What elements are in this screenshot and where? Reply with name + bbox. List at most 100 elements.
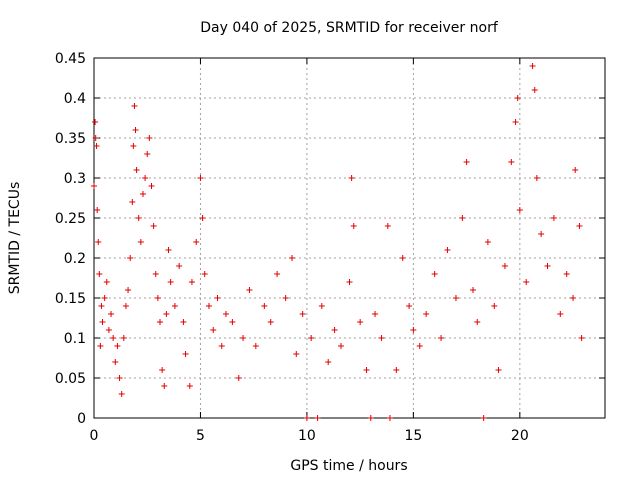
data-point (246, 287, 253, 293)
data-point (384, 223, 391, 229)
data-point (416, 343, 423, 349)
y-tick-label: 0.1 (64, 331, 86, 347)
data-point (176, 263, 183, 269)
y-tick-label: 0.35 (55, 131, 86, 147)
data-point (139, 191, 146, 197)
data-point (105, 327, 112, 333)
data-point (127, 255, 134, 261)
y-tick-label: 0.05 (55, 371, 86, 387)
data-point (508, 159, 515, 165)
x-tick-label: 15 (404, 428, 422, 444)
y-tick-label: 0 (77, 411, 86, 427)
data-point (94, 207, 101, 213)
data-point (92, 119, 99, 125)
x-axis-label: GPS time / hours (290, 458, 407, 474)
data-point (240, 335, 247, 341)
data-point (495, 367, 502, 373)
data-point (438, 335, 445, 341)
y-tick-label: 0.45 (55, 51, 86, 67)
data-point (274, 271, 281, 277)
data-point (289, 255, 296, 261)
y-tick-label: 0.2 (64, 251, 86, 267)
ticks: 0 0.05 0.1 0.15 0.2 0.25 0.3 0.35 0.4 0.45 0 5 10 15 2… (55, 51, 605, 444)
y-tick-label: 0.4 (64, 91, 86, 107)
data-point (135, 215, 142, 221)
data-point (538, 231, 545, 237)
data-point (214, 295, 221, 301)
data-point (357, 319, 364, 325)
data-point (110, 335, 117, 341)
data-point (261, 303, 268, 309)
data-point (531, 87, 538, 93)
data-point (133, 167, 140, 173)
x-tick-label: 10 (298, 428, 316, 444)
data-point (180, 319, 187, 325)
data-point (386, 415, 393, 421)
plot-frame (93, 57, 606, 419)
data-point (399, 255, 406, 261)
data-point (130, 143, 137, 149)
data-point (132, 127, 139, 133)
data-point (463, 159, 470, 165)
data-point (159, 367, 166, 373)
data-point (197, 175, 204, 181)
data-point (570, 295, 577, 301)
data-point (314, 415, 321, 421)
data-point (350, 223, 357, 229)
data-point (474, 319, 481, 325)
y-tick-label: 0.15 (55, 291, 86, 307)
data-point (444, 247, 451, 253)
data-point (152, 271, 159, 277)
data-point (95, 239, 102, 245)
data-point (372, 311, 379, 317)
data-series (91, 63, 585, 421)
data-point (235, 375, 242, 381)
data-point (267, 319, 274, 325)
data-point (252, 343, 259, 349)
data-point (282, 295, 289, 301)
data-point (514, 95, 521, 101)
data-point (523, 279, 530, 285)
data-point (97, 343, 104, 349)
data-point (363, 367, 370, 373)
data-point (501, 263, 508, 269)
y-axis-label: SRMTID / TECUs (7, 182, 23, 295)
data-point (223, 311, 230, 317)
data-point (303, 415, 310, 421)
data-point (423, 311, 430, 317)
data-point (563, 271, 570, 277)
data-point (182, 351, 189, 357)
chart-title: Day 040 of 2025, SRMTID for receiver nor… (200, 20, 499, 36)
data-point (459, 215, 466, 221)
data-point (393, 367, 400, 373)
data-point (544, 263, 551, 269)
data-point (410, 327, 417, 333)
data-point (99, 319, 106, 325)
data-point (431, 271, 438, 277)
data-point (299, 311, 306, 317)
data-point (557, 311, 564, 317)
data-point (201, 271, 208, 277)
data-point (163, 311, 170, 317)
data-point (512, 119, 519, 125)
data-point (578, 335, 585, 341)
data-point (346, 279, 353, 285)
data-point (150, 223, 157, 229)
data-point (167, 279, 174, 285)
data-point (193, 239, 200, 245)
data-point (93, 143, 100, 149)
data-point (92, 135, 99, 141)
data-point (129, 199, 136, 205)
data-point (529, 63, 536, 69)
data-point (480, 415, 487, 421)
data-point (120, 335, 127, 341)
data-point (165, 247, 172, 253)
y-tick-label: 0.25 (55, 211, 86, 227)
data-point (118, 391, 125, 397)
data-point (125, 287, 132, 293)
data-point (101, 295, 108, 301)
data-point (325, 359, 332, 365)
data-point (199, 215, 206, 221)
data-point (131, 103, 138, 109)
